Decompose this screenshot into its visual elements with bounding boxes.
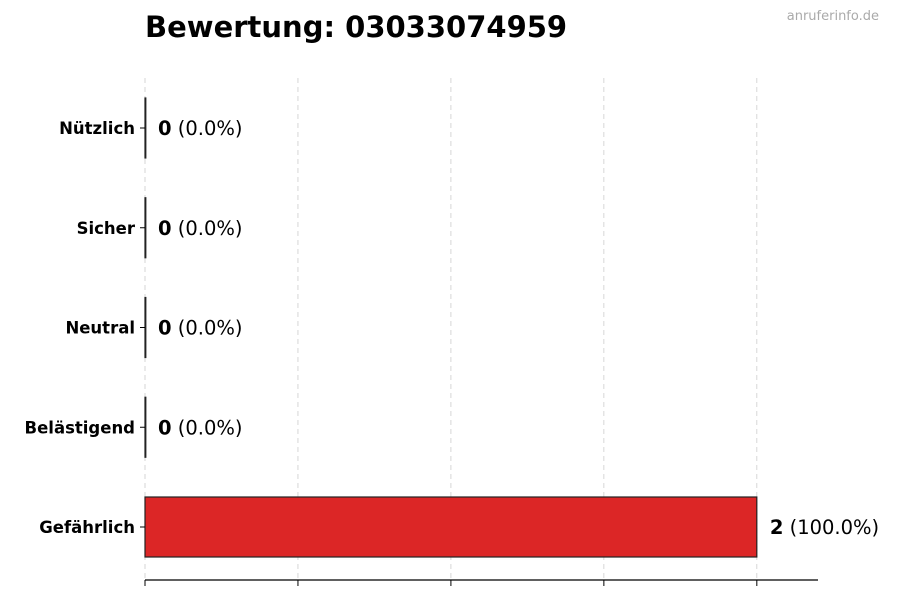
data-label-value: 0 [158,117,172,140]
bar [144,197,147,259]
bar [144,496,758,558]
y-tick-label: Sicher [77,219,136,238]
data-label-value: 0 [158,416,172,439]
data-label-percent: (0.0%) [172,117,243,140]
bar [144,97,147,159]
data-label-percent: (100.0%) [783,516,879,539]
data-label: 0 (0.0%) [158,217,243,240]
data-label-value: 2 [770,516,784,539]
watermark: anruferinfo.de [786,9,879,24]
bar [144,396,147,458]
data-label-percent: (0.0%) [172,317,243,340]
data-label-percent: (0.0%) [172,217,243,240]
chart-title: Bewertung: 03033074959 [145,10,568,44]
data-label-value: 0 [158,317,172,340]
data-label: 2 (100.0%) [770,516,879,539]
data-label: 0 (0.0%) [158,117,243,140]
y-tick-label: Gefährlich [39,518,135,537]
y-tick-label: Neutral [65,319,135,338]
data-label-percent: (0.0%) [172,416,243,439]
y-tick-label: Belästigend [25,418,135,437]
data-label: 0 (0.0%) [158,317,243,340]
data-label: 0 (0.0%) [158,416,243,439]
bar [144,296,147,359]
data-label-value: 0 [158,217,172,240]
y-tick-label: Nützlich [59,119,135,138]
